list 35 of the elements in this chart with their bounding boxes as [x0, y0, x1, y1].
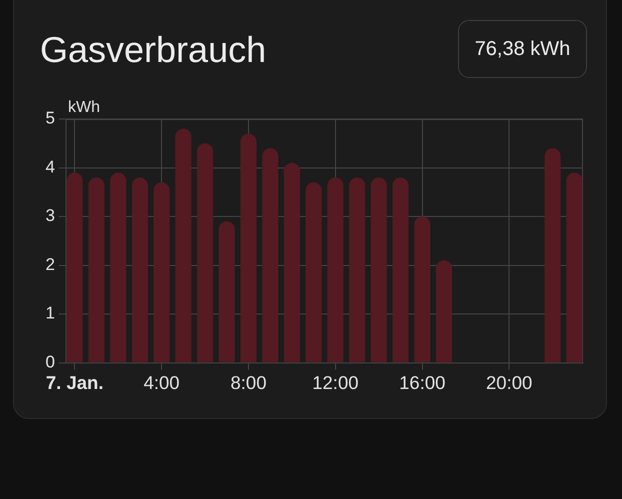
bar	[196, 143, 214, 362]
bar	[240, 134, 257, 362]
y-axis-title: kWh	[68, 99, 100, 116]
x-tick-label: 8:00	[230, 372, 266, 393]
y-tick-label: 0	[46, 352, 55, 372]
bar	[327, 178, 344, 362]
y-tick-label: 1	[46, 304, 55, 323]
bar	[218, 221, 235, 362]
y-tick-label: 2	[46, 254, 55, 274]
y-tick-label: 3	[46, 206, 55, 226]
x-tick-label: 7. Jan.	[46, 372, 104, 393]
bar	[414, 216, 430, 362]
bar	[175, 128, 192, 362]
bar	[262, 148, 278, 362]
bar	[154, 182, 170, 362]
x-tick-label: 4:00	[144, 372, 180, 393]
bar	[284, 162, 300, 362]
bar	[66, 172, 83, 362]
bar	[392, 178, 409, 362]
x-tick-label: 16:00	[399, 372, 446, 393]
x-tick-label: 12:00	[312, 372, 359, 393]
chart-title: Gasverbrauch	[40, 29, 266, 70]
bar	[566, 172, 582, 362]
bar	[88, 178, 104, 362]
y-tick-label: 4	[46, 157, 55, 176]
bar	[436, 260, 452, 362]
x-tick-label: 20:00	[486, 372, 532, 393]
summary-box: 76,38 kWh	[458, 20, 587, 78]
bar	[110, 172, 126, 362]
bar	[370, 178, 387, 362]
bar	[349, 178, 366, 362]
bar	[306, 182, 322, 362]
bar	[544, 148, 561, 362]
y-tick-label: 5	[46, 108, 55, 128]
bar	[132, 178, 148, 362]
